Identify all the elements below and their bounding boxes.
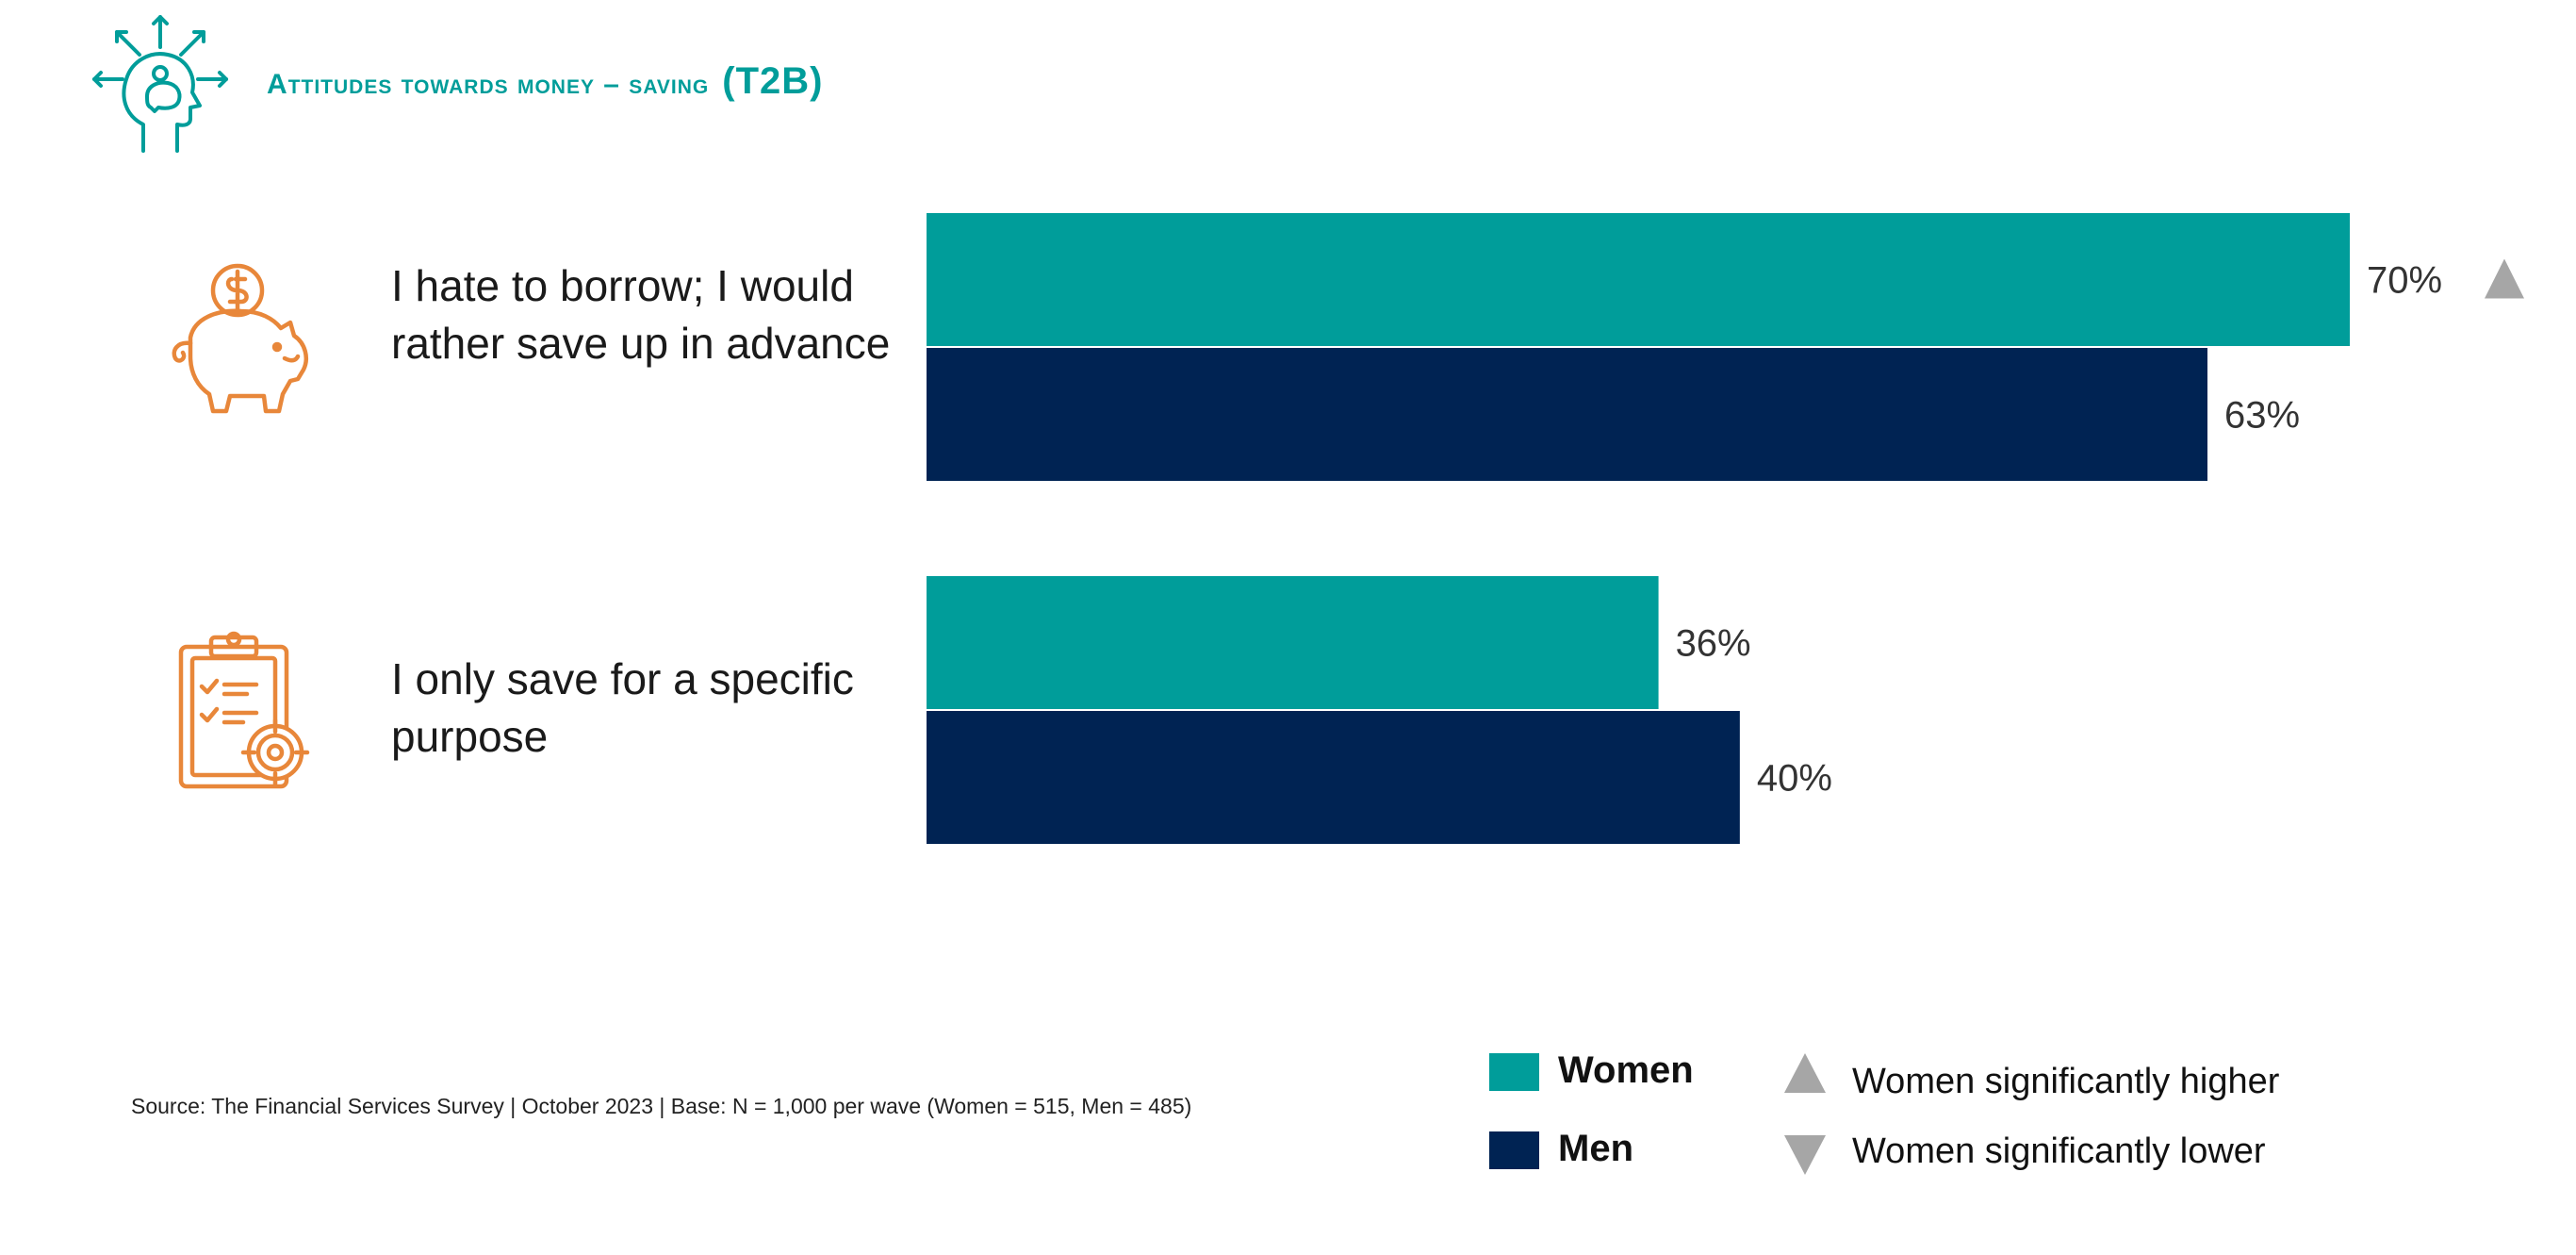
page-title: Attitudes towards money – saving (T2B) — [267, 60, 823, 103]
legend-sig-lower: Women significantly lower — [1852, 1131, 2266, 1171]
bar-men-1 — [927, 711, 1740, 844]
triangle-up-icon — [1784, 1053, 1826, 1093]
legend-swatch-men — [1489, 1131, 1539, 1169]
legend-label-men: Men — [1558, 1128, 1633, 1169]
bar-men-0 — [927, 348, 2207, 481]
legend-sig-higher: Women significantly higher — [1852, 1062, 2280, 1101]
bar-women-1 — [927, 576, 1659, 709]
clipboard-target-icon — [178, 631, 310, 789]
legend-swatch-women — [1489, 1053, 1539, 1091]
value-label-men-1: 40% — [1757, 758, 1832, 800]
head-piggy-bank-icon — [92, 15, 228, 153]
title-text: Attitudes towards money – saving — [267, 69, 710, 100]
value-label-men-0: 63% — [2224, 395, 2300, 437]
bar-women-0 — [927, 213, 2350, 346]
category-label-purpose: I only save for a specific purpose — [391, 654, 854, 761]
bar-chart: 70% 63% 36% 40% — [927, 213, 2524, 844]
sig-marker-up-0 — [2485, 258, 2524, 299]
source-note: Source: The Financial Services Survey | … — [131, 1094, 1192, 1118]
triangle-down-icon — [1784, 1135, 1826, 1175]
value-label-women-0: 70% — [2367, 260, 2442, 302]
value-label-women-1: 36% — [1676, 623, 1751, 665]
title-code: (T2B) — [722, 60, 824, 102]
legend-label-women: Women — [1558, 1049, 1694, 1091]
piggy-bank-icon — [172, 263, 308, 414]
category-label-borrow: I hate to borrow; I would rather save up… — [391, 261, 891, 368]
